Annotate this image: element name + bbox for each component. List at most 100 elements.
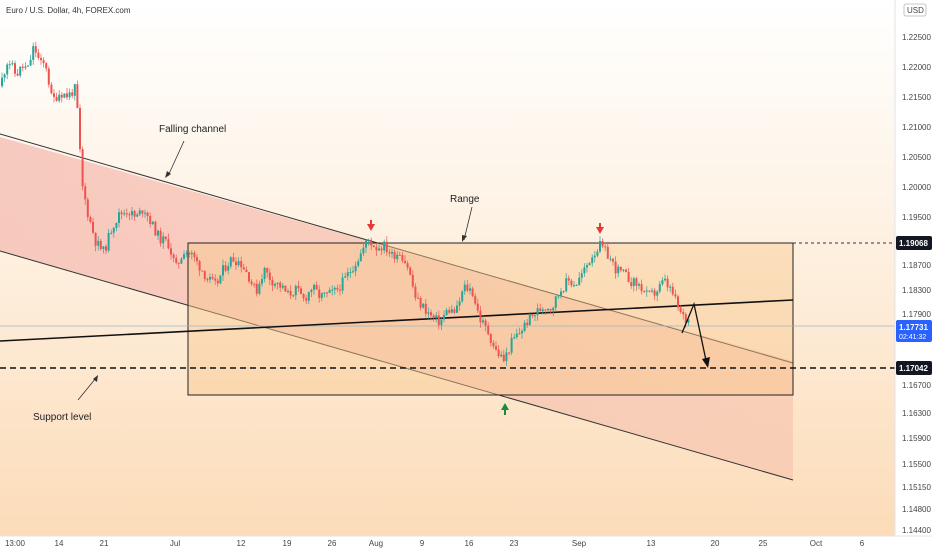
candle-body <box>609 258 612 260</box>
candle-body <box>378 248 380 251</box>
candle-body <box>424 303 427 314</box>
price-tick-label: 1.15500 <box>902 460 931 469</box>
candle-body <box>154 221 157 236</box>
candle-body <box>580 273 583 278</box>
candle-body <box>352 271 354 273</box>
price-axis-background <box>895 0 932 536</box>
candle-body <box>11 63 14 65</box>
candle-body <box>274 284 276 286</box>
candle-body <box>484 320 487 326</box>
candle-body <box>625 269 627 272</box>
time-tick-label: 23 <box>510 539 519 548</box>
candle-body <box>401 254 404 261</box>
candle-body <box>528 314 531 326</box>
candle-body <box>518 333 521 335</box>
falling-channel-pointer <box>167 140 185 177</box>
top-signal-arrow-sep <box>596 227 604 234</box>
candle-body <box>409 267 412 275</box>
candle-body <box>24 66 27 68</box>
candle-body <box>297 285 300 289</box>
candle-body <box>583 267 586 274</box>
candle-body <box>645 290 648 292</box>
candle-body <box>679 307 682 312</box>
candle-body <box>531 314 534 316</box>
candle-body <box>6 64 9 75</box>
price-tick-label: 1.17900 <box>902 310 931 319</box>
candle-body <box>658 284 661 292</box>
candle-body <box>375 247 378 251</box>
symbol-title[interactable]: Euro / U.S. Dollar, 4h, FOREX.com <box>6 6 131 15</box>
price-tick-label: 1.21500 <box>902 93 931 102</box>
candle-body <box>177 262 180 264</box>
falling-channel-upper-line <box>0 133 794 364</box>
candle-body <box>250 281 253 284</box>
candle-body <box>97 240 100 246</box>
top-signal-arrow-aug-stem <box>370 220 372 225</box>
candle-body <box>107 232 110 251</box>
candle-body <box>164 236 167 240</box>
price-axis-ticks[interactable]: 1.22500 1.22000 1.21500 1.21000 1.20500 1.200… <box>902 33 931 535</box>
current-price-box <box>896 320 932 342</box>
range-pointer <box>463 206 473 241</box>
candle-body <box>588 263 591 266</box>
candle-body <box>430 312 432 316</box>
candle-body <box>398 254 401 256</box>
support-pointer-head <box>93 375 98 382</box>
candle-body <box>336 287 339 290</box>
candle-body <box>567 278 570 281</box>
candle-body <box>406 263 409 268</box>
price-tick-label: 1.21000 <box>902 123 931 132</box>
candle-body <box>50 84 53 94</box>
candle-body <box>479 310 482 323</box>
currency-badge-box[interactable] <box>903 3 927 17</box>
candle-body <box>440 319 443 326</box>
candle-body <box>513 337 516 339</box>
candle-body <box>318 289 321 299</box>
support-level-label: Support level <box>33 412 91 423</box>
candle-body <box>643 291 646 293</box>
time-tick-label: 13 <box>647 539 656 548</box>
candle-body <box>263 267 266 280</box>
candle-body <box>684 314 687 323</box>
candle-body <box>68 92 71 98</box>
candle-body <box>188 253 191 255</box>
price-tick-label: 1.22500 <box>902 33 931 42</box>
candle-body <box>245 269 248 273</box>
candle-body <box>357 261 360 266</box>
candle-body <box>136 214 139 217</box>
time-tick-label: Jul <box>170 539 180 548</box>
candle-body <box>193 252 196 258</box>
candle-body <box>110 232 113 234</box>
falling-channel-label: Falling channel <box>159 124 226 135</box>
candle-body <box>55 96 58 101</box>
candle-body <box>565 278 568 292</box>
candle-body <box>170 248 172 255</box>
candle-body <box>125 213 128 215</box>
candle-body <box>404 260 406 264</box>
candle-body <box>60 94 63 98</box>
candle-body <box>487 325 490 335</box>
candle-body <box>141 210 144 214</box>
candle-body <box>365 240 367 248</box>
candle-body <box>349 272 352 274</box>
candle-body <box>554 296 557 308</box>
time-axis-ticks[interactable]: 13:00 14 21 Jul 12 19 26 Aug 9 16 23 Sep 13 20 25 Oct 6 <box>5 539 865 548</box>
candle-body <box>606 246 609 259</box>
time-tick-label: 21 <box>100 539 109 548</box>
candle-body <box>162 236 165 244</box>
candle-body <box>76 84 79 108</box>
candle-body <box>211 277 214 279</box>
range-top-price-label: 1.19068 <box>899 239 928 248</box>
falling-channel-band <box>0 137 793 480</box>
currency-badge: USD <box>907 6 924 15</box>
candle-body <box>562 291 565 293</box>
price-tick-label: 1.22000 <box>902 63 931 72</box>
candle-body <box>450 309 453 313</box>
candle-body <box>388 252 391 254</box>
candle-body <box>159 230 162 244</box>
price-tick-label: 1.14400 <box>902 526 931 535</box>
support-price-box <box>896 361 932 375</box>
candle-body <box>508 352 510 354</box>
